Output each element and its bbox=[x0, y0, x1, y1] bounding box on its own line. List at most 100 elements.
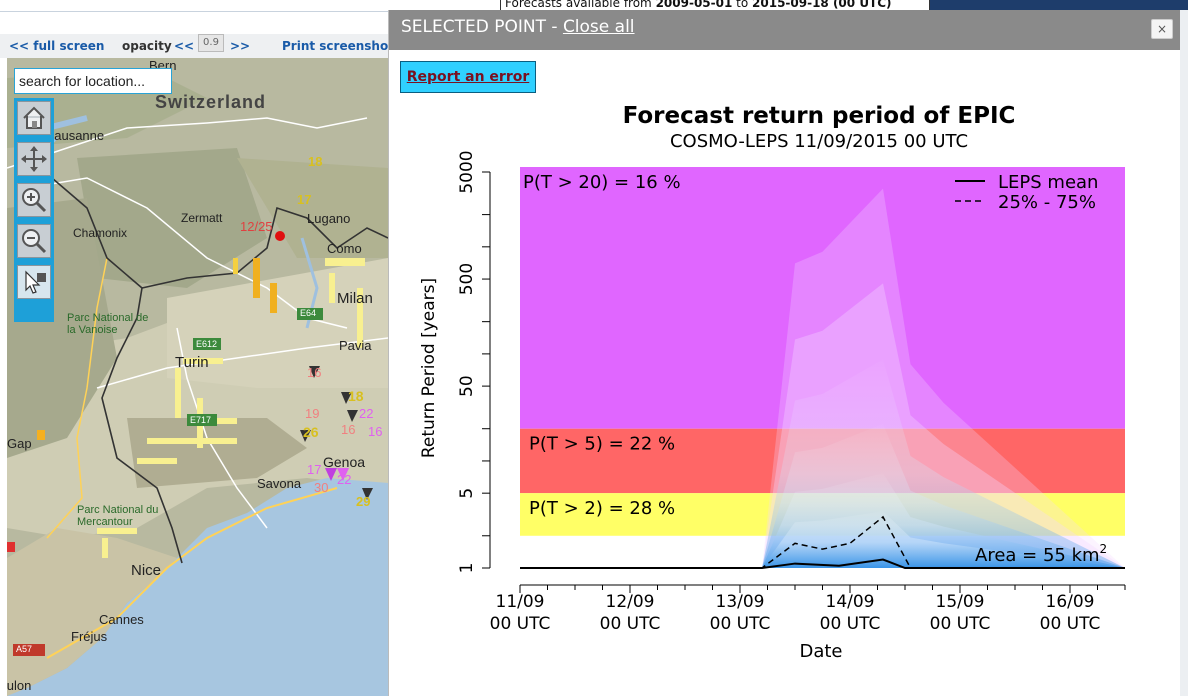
map-marker-label[interactable]: 30 bbox=[314, 480, 329, 495]
full-screen-link[interactable]: << full screen bbox=[9, 39, 105, 53]
zoom-in-button[interactable] bbox=[17, 183, 51, 217]
legend-iqr-label: 25% - 75% bbox=[998, 192, 1096, 213]
map-label-como: Como bbox=[327, 241, 362, 256]
header-banner bbox=[930, 0, 1188, 12]
map-marker-label[interactable]: 16 bbox=[307, 365, 322, 380]
opacity-decrease-button[interactable]: << bbox=[174, 39, 195, 53]
zoom-out-button[interactable] bbox=[17, 224, 51, 258]
map-label-turin: Turin bbox=[175, 354, 209, 371]
map-label-pavia: Pavia bbox=[339, 338, 372, 353]
map-label-a57: A57 bbox=[16, 644, 33, 654]
opacity-label: opacity bbox=[122, 39, 172, 53]
probability-band-label: P(T > 5) = 22 % bbox=[529, 434, 675, 455]
x-tick-label-day: 14/09 bbox=[826, 592, 875, 612]
y-tick-label: 1 bbox=[457, 563, 477, 574]
map-marker-label[interactable]: 17 bbox=[297, 192, 312, 207]
x-tick-label-day: 15/09 bbox=[936, 592, 985, 612]
panel-header: SELECTED POINT - Close all × bbox=[389, 10, 1181, 50]
x-tick-label-hour: 00 UTC bbox=[1040, 614, 1101, 634]
x-axis-label: Date bbox=[799, 641, 842, 662]
map-label-vanoise: Parc National de la Vanoise bbox=[67, 312, 149, 336]
map-label-lugano: Lugano bbox=[307, 211, 351, 226]
y-tick-label: 50 bbox=[457, 375, 477, 397]
x-tick-label-day: 11/09 bbox=[496, 592, 545, 612]
chart-subtitle: COSMO-LEPS 11/09/2015 00 UTC bbox=[670, 131, 968, 152]
availability-date-from: 2009-05-01 bbox=[655, 0, 733, 10]
close-icon[interactable]: × bbox=[1151, 19, 1173, 39]
map-label-toulon: Toulon bbox=[7, 678, 32, 693]
area-annotation: Area = 55 km2 bbox=[975, 542, 1107, 566]
map-label-e717: E717 bbox=[190, 415, 212, 425]
map-label-e64: E64 bbox=[300, 308, 317, 318]
map-terrain bbox=[7, 58, 388, 696]
pan-button[interactable] bbox=[17, 142, 51, 176]
map-marker-label[interactable]: 22 bbox=[359, 406, 374, 421]
map-marker-label[interactable]: 18 bbox=[348, 388, 364, 404]
chart-title: Forecast return period of EPIC bbox=[623, 103, 1016, 129]
area-annotation-text: Area = 55 km bbox=[975, 545, 1100, 566]
close-all-link[interactable]: Close all bbox=[562, 17, 635, 37]
map-canvas[interactable]: Bern Switzerland Lausanne Chamonix Zerma… bbox=[7, 58, 388, 696]
map-marker-label[interactable]: 26 bbox=[303, 424, 319, 440]
map-marker-label[interactable]: 18 bbox=[308, 154, 323, 169]
area-annotation-superscript: 2 bbox=[1100, 542, 1108, 556]
map-label-milan: Milan bbox=[337, 290, 373, 307]
report-error-button[interactable]: Report an error bbox=[400, 61, 536, 93]
map-marker-label[interactable]: 16 bbox=[341, 422, 356, 437]
select-point-button[interactable] bbox=[17, 265, 51, 299]
probability-band-label: P(T > 2) = 28 % bbox=[529, 498, 675, 519]
y-tick-label: 5 bbox=[457, 488, 477, 499]
pan-icon bbox=[21, 146, 47, 172]
map-marker-label[interactable]: 16 bbox=[368, 424, 383, 439]
map-label-frejus: Fréjus bbox=[71, 629, 108, 644]
probability-band bbox=[520, 167, 1125, 429]
map-tools-panel bbox=[14, 98, 54, 322]
return-period-chart: Forecast return period of EPIC COSMO-LEP… bbox=[419, 103, 1126, 662]
availability-date-to: 2015-09-18 (00 UTC) bbox=[752, 0, 892, 10]
x-tick-label-hour: 00 UTC bbox=[600, 614, 661, 634]
x-tick-label-hour: 00 UTC bbox=[930, 614, 991, 634]
probability-band-label: P(T > 20) = 16 % bbox=[523, 172, 681, 193]
y-axis-label: Return Period [years] bbox=[419, 278, 439, 458]
map-label-chamonix: Chamonix bbox=[73, 226, 128, 240]
x-tick-label-day: 12/09 bbox=[606, 592, 655, 612]
map-marker-label[interactable]: 19 bbox=[305, 406, 320, 421]
map-toolbar: << full screen opacity << 0.9 >> Print s… bbox=[0, 34, 390, 58]
location-search-input[interactable]: search for location... bbox=[14, 68, 172, 94]
map-label-switzerland: Switzerland bbox=[155, 92, 267, 112]
panel-title: SELECTED POINT - bbox=[401, 17, 563, 37]
zoom-in-icon bbox=[22, 188, 47, 213]
x-tick-label-hour: 00 UTC bbox=[490, 614, 551, 634]
x-tick-label-hour: 00 UTC bbox=[820, 614, 881, 634]
map-marker-label[interactable]: 22 bbox=[337, 472, 352, 487]
print-screenshot-link[interactable]: Print screensho bbox=[282, 39, 389, 53]
map-label-savona: Savona bbox=[257, 476, 302, 491]
x-tick-label-day: 16/09 bbox=[1046, 592, 1095, 612]
x-tick-label-hour: 00 UTC bbox=[710, 614, 771, 634]
opacity-input[interactable]: 0.9 bbox=[198, 34, 224, 52]
map-marker-label[interactable]: 12/25 bbox=[240, 219, 273, 234]
home-button[interactable] bbox=[17, 101, 51, 135]
select-point-icon bbox=[25, 270, 46, 294]
top-strip: Forecasts available from 2009-05-01 to 2… bbox=[0, 0, 1188, 12]
map-label-lausanne: Lausanne bbox=[47, 128, 105, 143]
header-divider bbox=[0, 11, 390, 12]
page-scrollbar[interactable] bbox=[1180, 10, 1188, 696]
map-label-e612: E612 bbox=[196, 339, 218, 349]
series-line-iqr bbox=[520, 515, 1125, 569]
map-marker-label[interactable]: 29 bbox=[356, 494, 371, 509]
ensemble-envelope bbox=[762, 511, 1125, 568]
opacity-increase-button[interactable]: >> bbox=[230, 39, 251, 53]
availability-prefix: Forecasts available from bbox=[505, 0, 656, 10]
y-tick-label: 5000 bbox=[457, 150, 477, 193]
map-label-gap: Gap bbox=[7, 436, 32, 451]
map-label-zermatt: Zermatt bbox=[181, 211, 223, 225]
home-icon bbox=[23, 106, 45, 129]
availability-to: to bbox=[732, 0, 753, 10]
x-tick-label-day: 13/09 bbox=[716, 592, 765, 612]
map-marker-label[interactable]: 17 bbox=[307, 462, 322, 477]
legend-mean-label: LEPS mean bbox=[998, 172, 1098, 193]
zoom-out-icon bbox=[22, 229, 47, 254]
map-label-genoa: Genoa bbox=[323, 454, 366, 470]
